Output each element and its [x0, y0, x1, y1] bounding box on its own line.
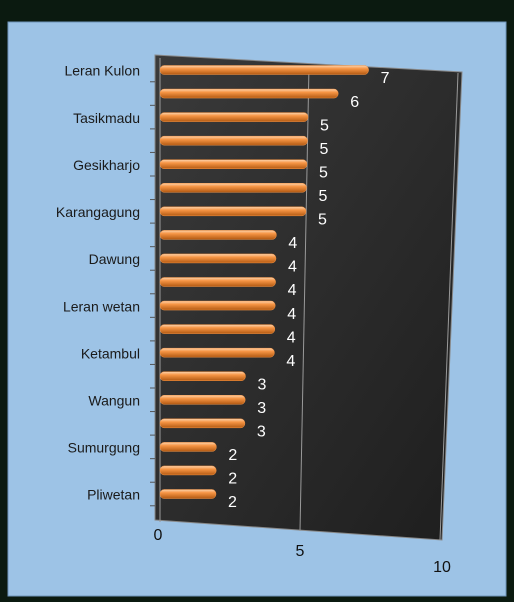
bar	[159, 371, 246, 381]
y-tick-label: Leran Kulon	[64, 63, 140, 79]
x-tick-label: 5	[296, 543, 305, 560]
bar	[159, 135, 308, 146]
data-label: 4	[288, 235, 297, 252]
data-label: 5	[320, 117, 329, 134]
y-tick-label: Ketambul	[81, 345, 140, 361]
data-label: 3	[257, 424, 266, 441]
bar	[159, 159, 308, 169]
data-label: 4	[287, 329, 296, 346]
x-tick-label: 10	[433, 559, 451, 576]
y-tick-label: Pliwetan	[87, 487, 140, 503]
y-tick-label: Gesikharjo	[73, 157, 140, 173]
bar	[159, 300, 276, 311]
data-label: 2	[228, 471, 237, 488]
y-tick-label: Leran wetan	[63, 298, 140, 314]
bar	[159, 347, 275, 358]
bar	[159, 112, 309, 122]
bar	[159, 206, 307, 217]
data-label: 5	[319, 164, 328, 181]
data-label: 5	[318, 212, 327, 229]
x-tick-label: 0	[154, 527, 163, 544]
bar	[159, 442, 217, 452]
data-label: 7	[381, 70, 390, 87]
grid-line	[299, 65, 310, 532]
data-label: 2	[228, 494, 237, 511]
bar	[159, 277, 276, 287]
bar	[159, 65, 369, 75]
bar	[159, 489, 217, 499]
y-tick-label: Sumurgung	[68, 440, 140, 456]
grid-line	[439, 72, 459, 541]
data-label: 4	[288, 282, 297, 299]
data-label: 5	[319, 188, 328, 205]
bar	[159, 230, 277, 240]
y-tick-label: Wangun	[88, 392, 140, 408]
bar	[159, 395, 246, 405]
data-label: 6	[350, 94, 359, 111]
data-label: 3	[257, 400, 266, 417]
data-label: 5	[320, 141, 329, 158]
y-tick-label: Dawung	[89, 251, 140, 267]
bar	[159, 465, 217, 476]
bar	[159, 183, 307, 193]
data-label: 4	[288, 259, 297, 276]
data-label: 2	[228, 447, 237, 464]
bar	[159, 88, 339, 99]
data-label: 4	[286, 353, 295, 370]
y-tick-label: Tasikmadu	[73, 110, 140, 126]
bar	[159, 418, 246, 429]
data-label: 3	[258, 376, 267, 393]
bar	[159, 253, 277, 264]
bar	[159, 324, 276, 334]
y-tick-label: Karangagung	[56, 204, 140, 220]
data-label: 4	[287, 306, 296, 323]
